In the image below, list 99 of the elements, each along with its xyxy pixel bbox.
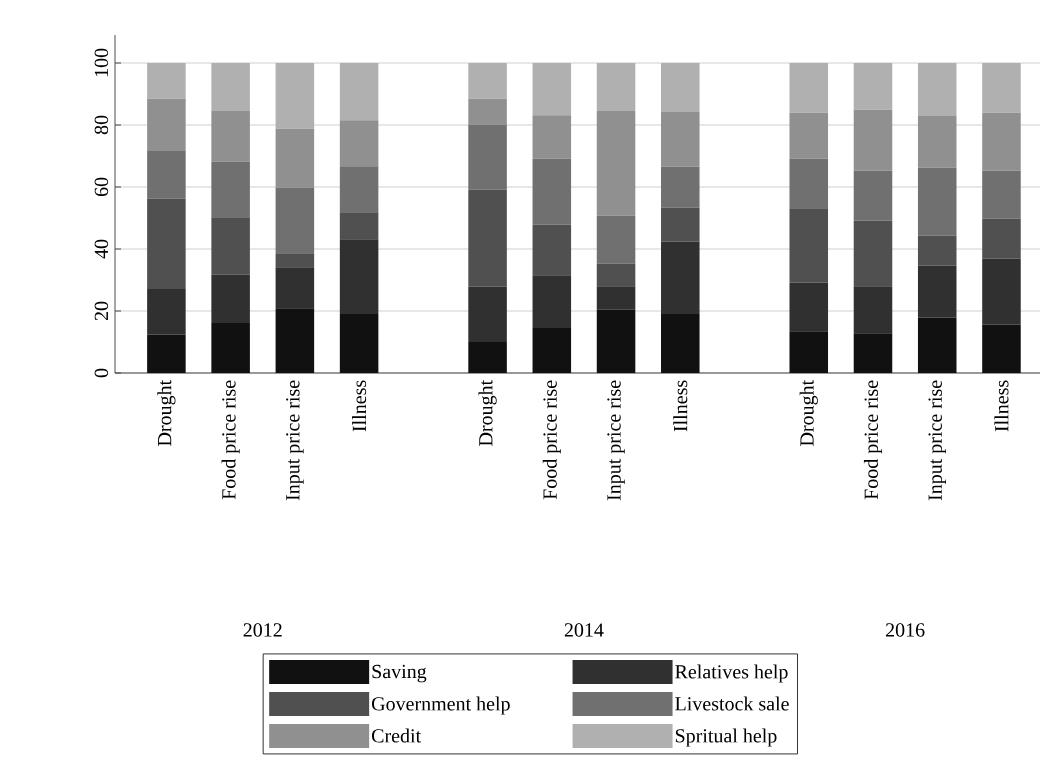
bar — [532, 158, 572, 225]
bar — [596, 62, 636, 111]
legend-label: Saving — [372, 664, 427, 683]
bar — [596, 215, 636, 264]
bar — [275, 308, 315, 373]
bar — [917, 115, 957, 168]
bar — [853, 170, 893, 221]
bar — [532, 328, 572, 373]
x-tick-label: Food price rise — [542, 380, 561, 500]
bar — [532, 275, 572, 329]
bar — [339, 62, 379, 121]
bar — [661, 207, 700, 242]
bar — [661, 166, 700, 208]
bar — [982, 62, 1021, 113]
bar — [147, 334, 186, 373]
bar — [917, 62, 957, 116]
bar — [661, 241, 700, 315]
bar — [917, 235, 957, 266]
y-tick-label: 40 — [94, 239, 109, 259]
y-tick-label: 20 — [94, 301, 109, 321]
x-tick-label: Illness — [994, 380, 1009, 432]
bar — [211, 323, 250, 373]
bar — [982, 324, 1021, 373]
bar — [147, 62, 186, 99]
x-tick-label: Input price rise — [286, 380, 304, 501]
bar — [982, 218, 1021, 259]
bar — [468, 124, 507, 190]
text: 2016 — [885, 623, 925, 637]
bar — [982, 258, 1021, 325]
bar — [982, 112, 1021, 171]
bar — [853, 62, 893, 110]
bar — [275, 128, 315, 188]
y-tick-label: 80 — [94, 115, 109, 135]
x-tick-label: Drought — [478, 379, 497, 446]
x-tick-label: Input price rise — [928, 380, 946, 501]
legend-label: Livestock sale — [675, 696, 789, 711]
legend-label: Relatives help — [675, 664, 788, 683]
bar — [853, 286, 893, 334]
bar — [339, 239, 379, 315]
bar — [339, 314, 379, 373]
bar — [982, 170, 1021, 219]
bar — [532, 115, 572, 159]
bar — [853, 333, 893, 373]
bar — [468, 62, 507, 99]
bar — [853, 109, 893, 171]
bar — [468, 98, 507, 125]
bar — [596, 286, 636, 310]
bar — [661, 111, 700, 167]
x-tick-label: Input price rise — [607, 380, 625, 501]
bar — [147, 288, 186, 335]
legend-label: Government help — [371, 696, 510, 715]
bar — [468, 341, 507, 373]
bar — [596, 110, 636, 216]
bar — [147, 98, 186, 151]
bar — [339, 166, 379, 213]
bar — [789, 112, 829, 159]
bar — [275, 267, 315, 309]
bar — [661, 62, 700, 112]
bar — [789, 158, 829, 209]
legend-label: Spritual help — [675, 728, 777, 747]
bar — [211, 62, 250, 111]
legend-label: Credit — [371, 728, 422, 743]
bar — [147, 198, 186, 289]
y-tick-label: 60 — [94, 177, 109, 197]
x-tick-label: Food price rise — [221, 380, 240, 500]
bar — [789, 62, 829, 113]
y-tick-label: 0 — [94, 368, 109, 378]
bar — [789, 331, 829, 373]
bar — [789, 208, 829, 283]
bar — [211, 161, 250, 218]
bar — [596, 263, 636, 287]
bar — [917, 317, 957, 373]
bar — [211, 274, 250, 324]
bar — [532, 224, 572, 276]
bar — [532, 62, 572, 116]
x-tick-label: Drought — [799, 379, 818, 446]
bar — [917, 265, 957, 318]
bar — [339, 212, 379, 240]
bar — [853, 220, 893, 287]
x-tick-label: Illness — [673, 380, 688, 432]
bar — [789, 282, 829, 332]
bar — [275, 187, 315, 254]
bar — [339, 120, 379, 167]
y-tick-label: 100 — [94, 48, 109, 77]
bar — [917, 167, 957, 236]
bar — [468, 189, 507, 287]
x-tick-label: Drought — [157, 379, 176, 446]
bar — [211, 110, 250, 162]
bar — [468, 286, 507, 342]
x-tick-label: Illness — [352, 380, 367, 432]
bar — [147, 150, 186, 199]
bar — [275, 253, 315, 268]
bar — [596, 309, 636, 373]
bar — [661, 314, 700, 373]
text: 2014 — [564, 623, 604, 637]
bar — [211, 217, 250, 275]
text: 2012 — [243, 623, 282, 637]
x-tick-label: Food price rise — [863, 380, 883, 500]
bar — [275, 62, 315, 129]
